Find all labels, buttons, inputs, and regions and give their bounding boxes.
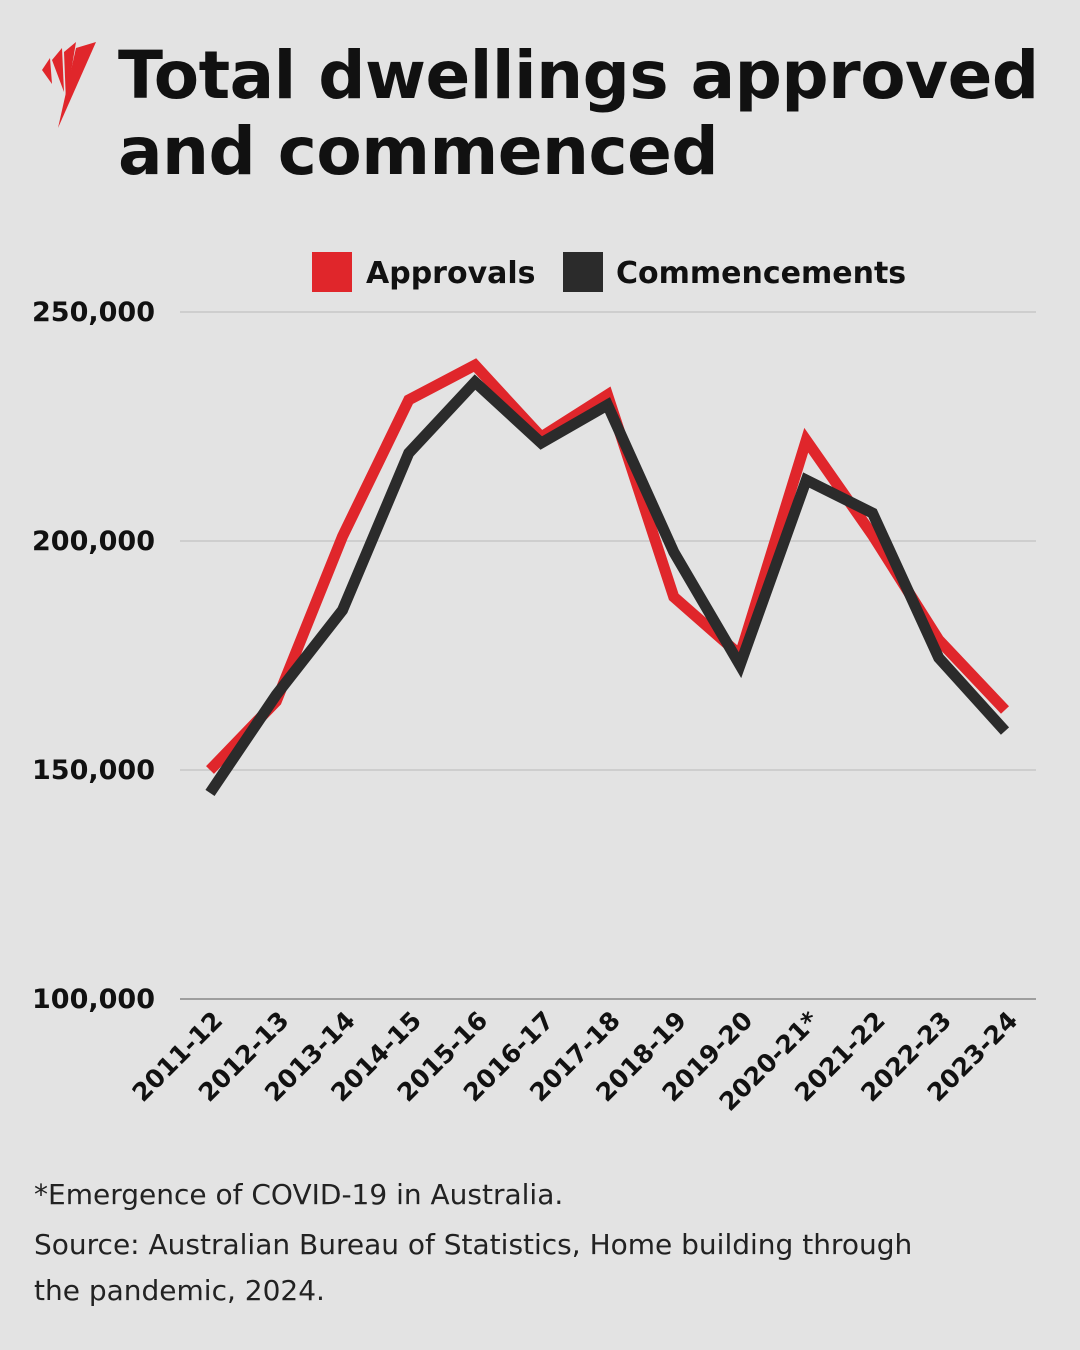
- series-line-commencements: [205, 374, 1010, 796]
- source-line-1: Source: Australian Bureau of Statistics,…: [34, 1228, 913, 1261]
- legend-label-approvals: Approvals: [366, 256, 536, 291]
- y-tick-label: 100,000: [32, 984, 155, 1015]
- legend-label-commencements: Commencements: [616, 256, 906, 291]
- sbs-logo: [42, 42, 96, 128]
- source-line-2: the pandemic, 2024.: [34, 1274, 325, 1307]
- chart-title: Total dwellings approved and commenced: [118, 37, 1039, 190]
- line-chart: Approvals Commencements 100,000 150,000 20…: [32, 252, 1036, 1117]
- legend: Approvals Commencements: [312, 252, 906, 292]
- y-tick-label: 250,000: [32, 297, 155, 328]
- y-tick-label: 200,000: [32, 526, 155, 557]
- footnote-covid: *Emergence of COVID-19 in Australia.: [34, 1178, 564, 1211]
- legend-swatch-commencements: [563, 252, 603, 292]
- series-line-approvals: [206, 358, 1009, 774]
- legend-swatch-approvals: [312, 252, 352, 292]
- y-tick-label: 150,000: [32, 755, 155, 786]
